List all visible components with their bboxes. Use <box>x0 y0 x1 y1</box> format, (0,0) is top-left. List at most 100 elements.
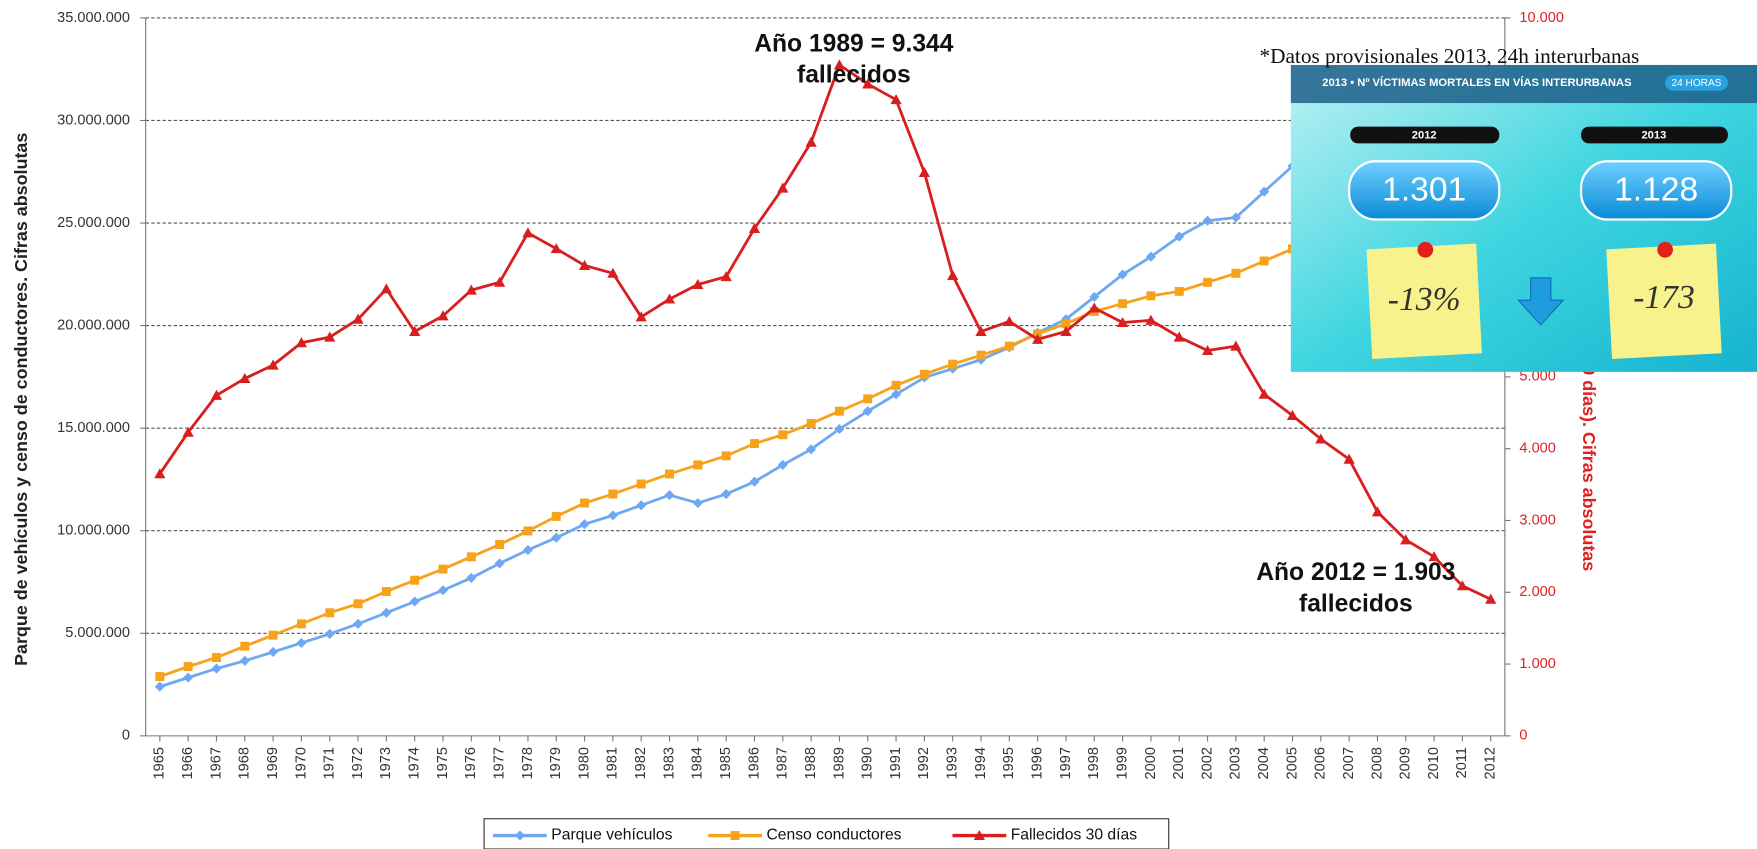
point <box>1428 551 1440 562</box>
point <box>1203 277 1213 287</box>
x-tick-label: 2004 <box>1256 747 1272 779</box>
point <box>1088 302 1100 313</box>
value-bubble <box>1348 160 1501 221</box>
point <box>918 166 930 177</box>
sticky-note <box>1366 243 1482 359</box>
point <box>1173 331 1185 342</box>
y2-tick-label: 0 <box>1519 728 1527 744</box>
point <box>155 672 165 682</box>
x-tick-label: 1994 <box>973 747 989 779</box>
x-tick-label: 1987 <box>775 747 791 779</box>
point <box>240 641 250 651</box>
point <box>833 59 846 70</box>
year-tab <box>1350 126 1500 144</box>
x-tick-label: 1979 <box>548 747 564 779</box>
point <box>580 498 590 508</box>
x-tick-label: 1988 <box>803 747 819 779</box>
point <box>495 540 505 549</box>
annotation: fallecidos <box>1299 590 1413 617</box>
x-tick-label: 1982 <box>633 747 649 779</box>
point <box>438 564 448 574</box>
y-tick-label: 30.000.000 <box>57 112 130 128</box>
point <box>976 350 986 360</box>
x-tick-label: 2011 <box>1454 747 1470 778</box>
point <box>1286 409 1299 421</box>
point <box>834 406 844 416</box>
x-tick-label: 2001 <box>1171 747 1187 779</box>
point <box>1371 506 1384 517</box>
x-tick-label: 1983 <box>661 747 677 779</box>
point <box>1258 388 1270 399</box>
point <box>1116 316 1129 328</box>
y-tick-label: 15.000.000 <box>57 420 130 436</box>
point <box>1230 340 1242 351</box>
plot-area: 0 5.000.000 10.000.000 15.000.000 20.000.000… <box>11 10 1599 849</box>
x-tick-label: 1978 <box>520 747 536 779</box>
legend-label: Censo conductores <box>766 827 901 844</box>
point <box>579 519 590 530</box>
legend-label: Fallecidos 30 días <box>1011 827 1138 844</box>
point <box>750 439 759 449</box>
x-tick-label: 1972 <box>350 747 366 779</box>
point <box>975 325 987 337</box>
point <box>295 337 308 348</box>
point <box>239 372 251 384</box>
inset-image: 2013 • Nº VÍCTIMAS MORTALES EN VÍAS INTE… <box>1290 64 1757 372</box>
point <box>1174 286 1184 296</box>
inset-banner-text: 2013 • Nº VÍCTIMAS MORTALES EN VÍAS INTE… <box>1322 76 1632 89</box>
point <box>891 380 901 390</box>
x-tick-label: 1992 <box>916 747 932 779</box>
point <box>663 293 676 304</box>
point <box>523 526 533 536</box>
y2-tick-label: 10.000 <box>1519 10 1564 26</box>
pin <box>1657 241 1673 258</box>
point <box>211 653 221 662</box>
point <box>777 459 788 470</box>
point <box>778 430 788 440</box>
legend-marker <box>973 829 985 841</box>
point <box>777 182 789 193</box>
x-tick-label: 1967 <box>208 747 224 779</box>
point <box>268 646 279 658</box>
point <box>182 426 194 437</box>
point <box>409 596 420 607</box>
point <box>551 511 561 521</box>
point <box>380 283 392 294</box>
y-axis-title: Parque de vehículos y censo de conductor… <box>11 133 31 666</box>
x-tick-label: 2008 <box>1369 747 1385 779</box>
point <box>352 313 364 324</box>
year-tab-text: 2013 <box>1641 129 1666 141</box>
x-tick-label: 2005 <box>1284 747 1300 779</box>
point <box>1145 314 1157 325</box>
x-tick-label: 1998 <box>1086 747 1102 779</box>
point <box>665 469 675 479</box>
point <box>1032 333 1044 344</box>
x-tick-label: 2009 <box>1398 747 1414 779</box>
pin <box>1417 241 1434 258</box>
x-tick-label: 2003 <box>1228 747 1244 779</box>
point <box>353 599 363 609</box>
x-tick-label: 1965 <box>152 747 168 779</box>
year-tab-text: 2012 <box>1412 129 1437 141</box>
point <box>890 94 902 105</box>
point <box>296 637 307 648</box>
legend: Parque vehículos Censo conductores Falleci… <box>483 818 1170 849</box>
y-tick-label: 25.000.000 <box>57 215 130 231</box>
point <box>862 78 874 89</box>
y2-tick-label: 1.000 <box>1519 656 1555 672</box>
point <box>466 572 477 583</box>
x-tick-label: 1996 <box>1029 747 1045 779</box>
note: *Datos provisionales 2013, 24h interurba… <box>1259 44 1639 68</box>
point <box>578 259 591 270</box>
annotation: Año 2012 = 1.903 <box>1256 559 1455 586</box>
x-tick-label: 1973 <box>378 747 394 779</box>
point <box>1117 269 1128 280</box>
value-bubble <box>1579 160 1733 221</box>
y2-tick-label: 5.000 <box>1519 369 1555 385</box>
x-tick-label: 1990 <box>860 747 876 779</box>
point <box>154 681 165 692</box>
point <box>1315 433 1327 444</box>
point <box>211 663 222 674</box>
point <box>1060 325 1072 337</box>
